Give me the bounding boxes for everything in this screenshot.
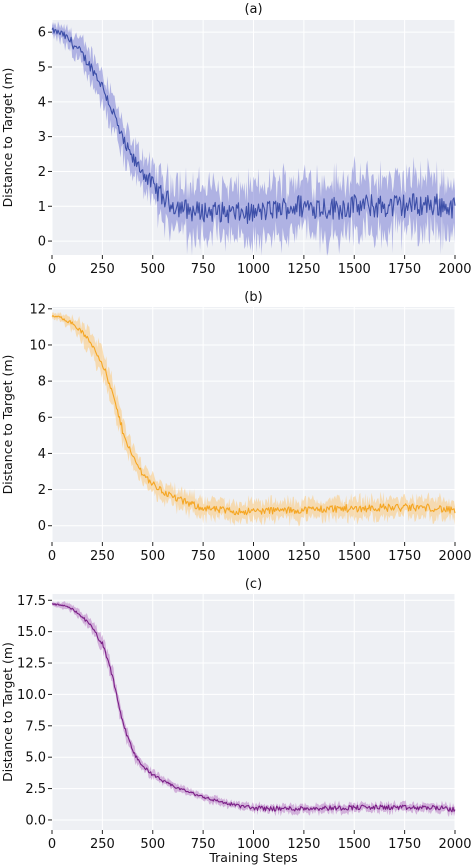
x-axis-label: Training Steps: [208, 850, 297, 865]
x-tick-label: 1500: [338, 262, 371, 277]
series-line: [51, 315, 456, 516]
y-tick-label: 3: [38, 130, 46, 145]
x-tick-label: 500: [140, 549, 165, 564]
y-tick-label: 10: [29, 338, 46, 353]
x-tick-label: 750: [191, 549, 216, 564]
y-tick-label: 6: [38, 411, 46, 426]
y-tick-label: 0: [38, 235, 46, 250]
series-line: [51, 603, 456, 813]
y-tick-label: 2.5: [25, 782, 46, 797]
x-tick-label: 0: [48, 262, 56, 277]
y-tick-label: 2: [38, 483, 46, 498]
y-tick-label: 12.5: [17, 657, 46, 672]
y-tick-label: 6: [38, 26, 46, 41]
y-axis-label: Distance to Target (m): [0, 355, 15, 495]
x-tick-label: 750: [191, 837, 216, 852]
chart-panel-c: 0 250 500 750 1000 1250 1500 1750 2000 0.0 2.5 5.0 7…: [0, 577, 472, 865]
y-tick-label: 7.5: [25, 719, 46, 734]
y-tick-label: 8: [38, 375, 46, 390]
x-tick-label: 1500: [338, 549, 371, 564]
x-tick-label: 0: [48, 837, 56, 852]
x-tick-label: 1750: [388, 262, 421, 277]
x-tick-label: 1000: [237, 837, 270, 852]
x-tick-label: 1000: [237, 262, 270, 277]
x-tick-label: 250: [90, 262, 115, 277]
y-tick-label: 12: [29, 302, 46, 317]
x-tick-label: 0: [48, 549, 56, 564]
panel-title: (a): [244, 2, 262, 17]
panel-title: (b): [244, 290, 262, 305]
y-tick-label: 15.0: [17, 625, 46, 640]
y-tick-label: 10.0: [17, 688, 46, 703]
y-tick-label: 4: [38, 447, 46, 462]
x-tick-label: 1250: [287, 262, 320, 277]
series-line: [51, 27, 456, 225]
panel-title: (c): [245, 577, 262, 592]
x-tick-label: 2000: [438, 262, 471, 277]
x-tick-label: 1250: [287, 549, 320, 564]
x-tick-label: 500: [140, 262, 165, 277]
confidence-band: [52, 311, 455, 527]
x-tick-label: 1000: [237, 549, 270, 564]
y-axis-label: Distance to Target (m): [0, 642, 15, 782]
x-tick-label: 1250: [287, 837, 320, 852]
y-tick-label: 4: [38, 95, 46, 110]
chart-panel-b: 0 250 500 750 1000 1250 1500 1750 2000 0 2 4 6 8 10 12 (…: [0, 290, 472, 564]
y-tick-label: 2: [38, 165, 46, 180]
x-tick-label: 250: [90, 549, 115, 564]
y-axis-label: Distance to Target (m): [0, 68, 15, 208]
y-tick-label: 17.5: [17, 594, 46, 609]
x-tick-label: 2000: [438, 837, 471, 852]
x-tick-label: 750: [191, 262, 216, 277]
y-tick-label: 0: [38, 519, 46, 534]
x-tick-label: 1750: [388, 837, 421, 852]
x-tick-label: 1500: [338, 837, 371, 852]
y-tick-label: 5.0: [25, 751, 46, 766]
x-tick-label: 2000: [438, 549, 471, 564]
x-tick-label: 1750: [388, 549, 421, 564]
x-tick-label: 250: [90, 837, 115, 852]
y-tick-label: 1: [38, 200, 46, 215]
x-tick-label: 500: [140, 837, 165, 852]
chart-panel-a: 0 250 500 750 1000 1250 1500 1750 2000 0 1 2 3 4 5 6 (a)…: [0, 2, 472, 277]
y-tick-label: 0.0: [25, 813, 46, 828]
y-tick-label: 5: [38, 61, 46, 76]
